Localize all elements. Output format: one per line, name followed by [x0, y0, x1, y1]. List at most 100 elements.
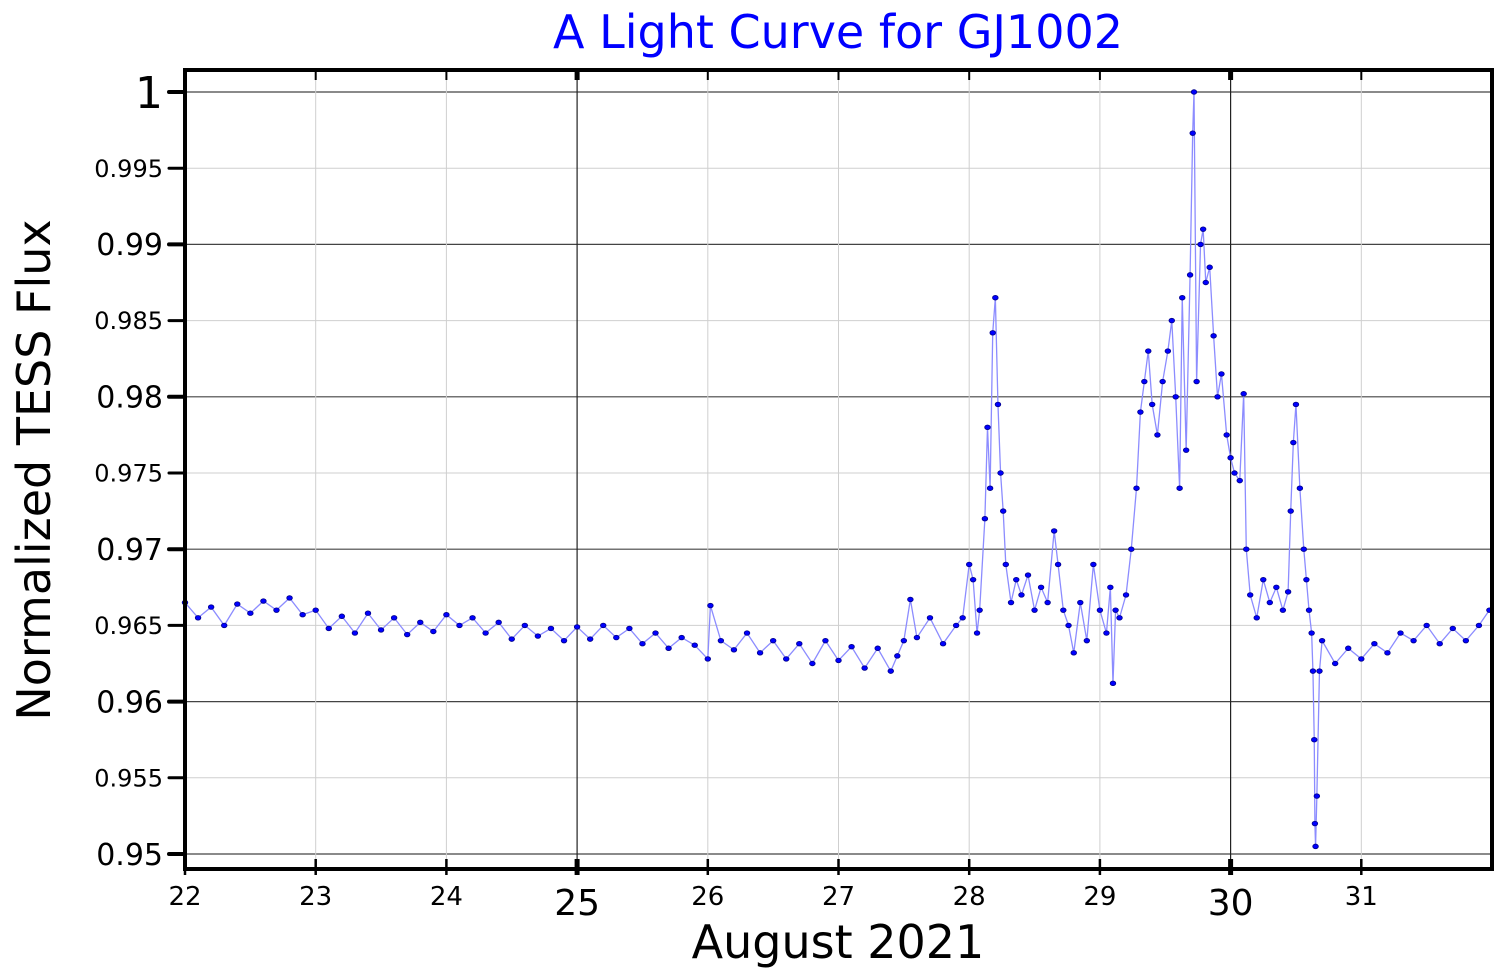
- data-point: [1312, 843, 1319, 850]
- data-point: [894, 653, 901, 659]
- data-point: [1462, 637, 1470, 644]
- data-point: [992, 295, 999, 301]
- data-point: [994, 401, 1002, 408]
- data-point: [999, 508, 1007, 514]
- data-point: [717, 637, 725, 644]
- data-point: [456, 622, 463, 629]
- data-point: [534, 633, 542, 639]
- data-point: [1313, 793, 1321, 799]
- data-point: [1060, 607, 1067, 613]
- data-point: [1214, 394, 1221, 400]
- data-point: [312, 607, 319, 613]
- data-point: [560, 637, 568, 644]
- data-point: [1303, 576, 1310, 583]
- data-point: [377, 627, 385, 633]
- data-point: [430, 628, 437, 635]
- data-point: [984, 424, 991, 430]
- data-point: [756, 650, 764, 656]
- data-point: [325, 625, 332, 632]
- data-point: [707, 602, 714, 609]
- x-tick-label: 27: [822, 882, 855, 912]
- data-point: [1054, 561, 1062, 568]
- data-point: [1186, 272, 1194, 278]
- data-point: [273, 607, 280, 613]
- data-point: [1397, 630, 1404, 636]
- data-point: [939, 640, 947, 647]
- data-point: [926, 615, 934, 621]
- x-tick-label: 29: [1083, 882, 1116, 912]
- y-tick-label: 0.95: [96, 838, 163, 873]
- x-tick-label: 25: [554, 883, 600, 924]
- y-tick-label: 0.96: [96, 685, 163, 720]
- data-point: [652, 630, 659, 636]
- series-line: [184, 91, 1490, 847]
- data-point: [573, 624, 581, 630]
- data-point: [1122, 592, 1130, 598]
- axes: 0.95 0.955 0.96 0.965 0.97 0.975 0.98 0.985 0.99…: [94, 68, 1494, 924]
- data-point: [1311, 820, 1319, 827]
- data-point: [1218, 371, 1225, 377]
- grid: [184, 70, 1492, 869]
- data-point: [1154, 432, 1161, 438]
- data-point: [1168, 317, 1175, 324]
- data-point: [1103, 630, 1110, 636]
- data-point: [1290, 439, 1297, 446]
- data-point: [1384, 650, 1391, 656]
- series-flux: [181, 89, 1493, 850]
- data-point: [986, 485, 994, 491]
- data-point: [1296, 485, 1304, 491]
- data-point: [390, 615, 398, 621]
- data-point: [1449, 625, 1456, 632]
- data-point: [1182, 447, 1190, 453]
- data-point: [743, 630, 751, 636]
- data-point: [482, 630, 489, 636]
- data-point: [796, 640, 803, 647]
- data-point: [1240, 391, 1247, 397]
- data-point: [976, 607, 983, 613]
- data-point: [783, 656, 790, 662]
- data-point: [1189, 130, 1196, 136]
- data-point: [900, 637, 908, 644]
- data-point: [1243, 546, 1250, 552]
- data-point: [1031, 607, 1038, 613]
- data-point: [1279, 607, 1287, 613]
- data-point: [1145, 348, 1152, 354]
- x-tick-label: 22: [168, 882, 201, 912]
- data-point: [887, 668, 894, 674]
- data-point: [907, 596, 914, 603]
- data-point: [1410, 637, 1417, 644]
- data-point: [443, 612, 450, 618]
- data-point: [194, 615, 202, 621]
- data-point: [260, 598, 267, 604]
- data-point: [1179, 295, 1186, 301]
- data-point: [730, 647, 738, 653]
- data-point: [613, 634, 620, 641]
- data-point: [1227, 455, 1234, 461]
- data-point: [1223, 432, 1230, 438]
- data-point: [969, 576, 977, 583]
- data-point: [1159, 378, 1166, 385]
- data-point: [1300, 546, 1307, 552]
- data-point: [1065, 622, 1072, 629]
- data-point: [874, 645, 881, 651]
- data-point: [691, 642, 698, 648]
- data-point: [1037, 584, 1045, 590]
- y-tick-label: 0.99: [96, 228, 163, 263]
- data-point: [1247, 592, 1254, 598]
- data-point: [1236, 477, 1243, 484]
- data-point: [521, 622, 529, 629]
- x-axis-label: August 2021: [692, 915, 985, 969]
- data-point: [1148, 401, 1156, 408]
- data-point: [1190, 89, 1198, 95]
- data-point: [809, 660, 816, 667]
- data-point: [1260, 576, 1267, 583]
- y-tick-label: 1: [135, 68, 163, 119]
- chart-title: A Light Curve for GJ1002: [553, 5, 1123, 59]
- data-point: [1164, 348, 1172, 354]
- data-point: [1002, 561, 1009, 568]
- data-point: [913, 634, 921, 641]
- data-point: [704, 656, 711, 662]
- data-point: [1287, 508, 1294, 514]
- data-point: [1090, 561, 1097, 568]
- x-tick-label: 26: [691, 882, 724, 912]
